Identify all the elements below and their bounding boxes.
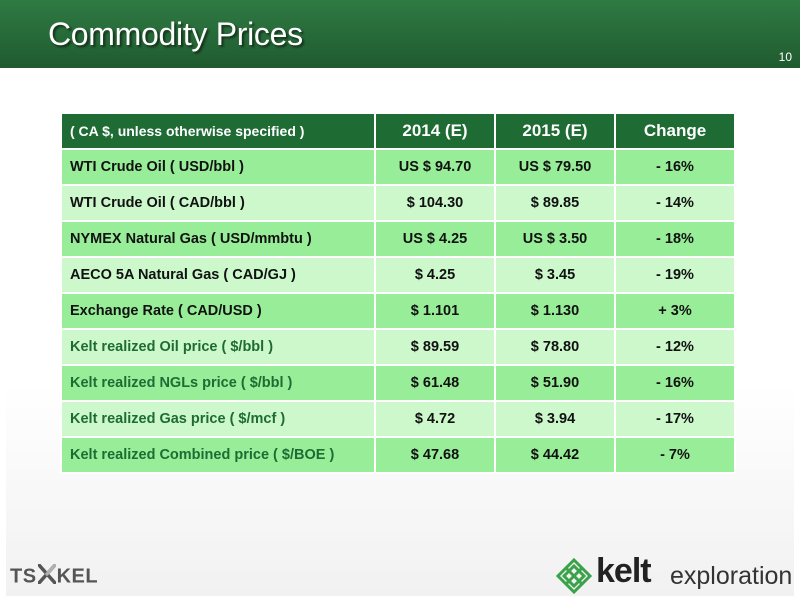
value-2015: $ 3.45	[494, 256, 616, 294]
row-label: Kelt realized Oil price ( $/bbl )	[60, 328, 376, 366]
value-change: - 16%	[614, 148, 736, 186]
kelt-logo: kelt exploration	[555, 552, 793, 599]
table-header-row: ( CA $, unless otherwise specified ) 201…	[60, 112, 736, 150]
table-row: Kelt realized Oil price ( $/bbl ) $ 89.5…	[60, 328, 736, 366]
value-2014: $ 61.48	[374, 364, 496, 402]
row-label: Kelt realized Combined price ( $/BOE )	[60, 436, 376, 474]
row-label: NYMEX Natural Gas ( USD/mmbtu )	[60, 220, 376, 258]
value-2015: $ 44.42	[494, 436, 616, 474]
celtic-knot-icon	[555, 557, 593, 599]
slide-title: Commodity Prices	[48, 16, 303, 52]
table-row: Kelt realized NGLs price ( $/bbl ) $ 61.…	[60, 364, 736, 402]
value-2015: $ 78.80	[494, 328, 616, 366]
value-2015: US $ 3.50	[494, 220, 616, 258]
row-label: Exchange Rate ( CAD/USD )	[60, 292, 376, 330]
logo-company-name: kelt	[596, 552, 652, 590]
value-2015: $ 51.90	[494, 364, 616, 402]
value-2015: $ 89.85	[494, 184, 616, 222]
value-change: - 19%	[614, 256, 736, 294]
value-2014: US $ 94.70	[374, 148, 496, 186]
row-label: Kelt realized NGLs price ( $/bbl )	[60, 364, 376, 402]
table-row: AECO 5A Natural Gas ( CAD/GJ ) $ 4.25 $ …	[60, 256, 736, 294]
value-2014: $ 4.25	[374, 256, 496, 294]
row-label: WTI Crude Oil ( CAD/bbl )	[60, 184, 376, 222]
value-change: - 12%	[614, 328, 736, 366]
value-2015: US $ 79.50	[494, 148, 616, 186]
row-label: WTI Crude Oil ( USD/bbl )	[60, 148, 376, 186]
column-header-2014: 2014 (E)	[374, 112, 496, 150]
table-row: Kelt realized Gas price ( $/mcf ) $ 4.72…	[60, 400, 736, 438]
tsx-x-icon	[36, 563, 57, 590]
table-row: WTI Crude Oil ( CAD/bbl ) $ 104.30 $ 89.…	[60, 184, 736, 222]
page-number: 10	[778, 50, 792, 64]
value-2014: $ 4.72	[374, 400, 496, 438]
value-change: - 18%	[614, 220, 736, 258]
value-2014: $ 104.30	[374, 184, 496, 222]
column-header-2015: 2015 (E)	[494, 112, 616, 150]
logo-company-suffix: exploration	[670, 562, 793, 590]
row-label: AECO 5A Natural Gas ( CAD/GJ )	[60, 256, 376, 294]
table-row: Kelt realized Combined price ( $/BOE ) $…	[60, 436, 736, 474]
value-2014: $ 89.59	[374, 328, 496, 366]
value-2014: US $ 4.25	[374, 220, 496, 258]
tsx-ticker-prefix: TS	[10, 565, 37, 588]
value-change: + 3%	[614, 292, 736, 330]
row-label: Kelt realized Gas price ( $/mcf )	[60, 400, 376, 438]
table-row: NYMEX Natural Gas ( USD/mmbtu ) US $ 4.2…	[60, 220, 736, 258]
value-2015: $ 1.130	[494, 292, 616, 330]
tsx-ticker-symbol: KEL	[56, 565, 99, 588]
commodity-prices-table: ( CA $, unless otherwise specified ) 201…	[60, 112, 736, 474]
column-header-units: ( CA $, unless otherwise specified )	[60, 112, 376, 150]
value-change: - 17%	[614, 400, 736, 438]
slide-header: Commodity Prices 10	[0, 0, 800, 68]
value-change: - 16%	[614, 364, 736, 402]
tsx-ticker: TS KEL	[10, 563, 99, 590]
value-change: - 7%	[614, 436, 736, 474]
value-2014: $ 1.101	[374, 292, 496, 330]
table-row: WTI Crude Oil ( USD/bbl ) US $ 94.70 US …	[60, 148, 736, 186]
value-change: - 14%	[614, 184, 736, 222]
value-2014: $ 47.68	[374, 436, 496, 474]
table-row: Exchange Rate ( CAD/USD ) $ 1.101 $ 1.13…	[60, 292, 736, 330]
column-header-change: Change	[614, 112, 736, 150]
value-2015: $ 3.94	[494, 400, 616, 438]
